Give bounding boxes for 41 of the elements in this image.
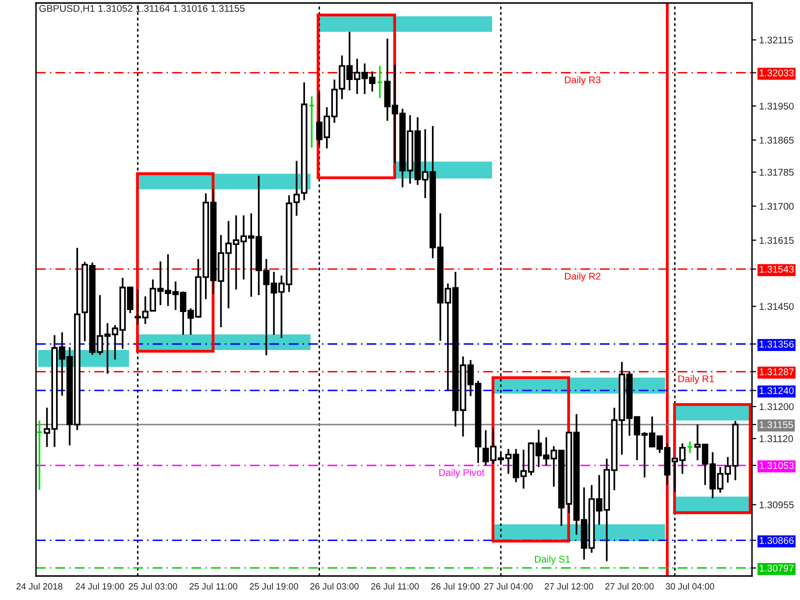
y-tick-label: 1.31287 [760, 368, 794, 376]
candlestick [308, 96, 315, 148]
y-tick-label: 1.31950 [760, 102, 794, 110]
x-tick-label: 26 Jul 19:00 [431, 582, 480, 590]
ref-line-label: Daily Pivot [439, 468, 484, 478]
y-tick-label: 1.31200 [760, 403, 794, 410]
y-tick-label: 1.31240 [760, 387, 794, 394]
ref-line-label: Daily R2 [564, 272, 600, 282]
y-tick-label: 1.31053 [760, 462, 794, 470]
candlestick [376, 65, 383, 99]
x-tick-label: 24 Jul 2018 [16, 582, 62, 590]
y-tick-label: 1.32033 [760, 69, 794, 76]
y-tick-label: 1.30866 [760, 537, 794, 544]
x-tick-label: 30 Jul 04:00 [666, 582, 714, 590]
x-tick-label: 27 Jul 04:00 [484, 582, 533, 590]
y-tick-label: 1.30797 [760, 564, 794, 572]
y-tick-label: 1.31865 [760, 136, 794, 144]
x-tick-label: 27 Jul 20:00 [605, 582, 654, 590]
y-tick-label: 1.31785 [760, 168, 794, 176]
ref-line-label: Daily R3 [564, 76, 600, 86]
y-tick-label: 1.31615 [760, 236, 794, 244]
x-tick-label: 26 Jul 11:00 [371, 582, 419, 590]
ref-line-label: Daily R1 [678, 375, 714, 384]
y-tick-label: 1.31155 [760, 421, 793, 428]
x-tick-label: 27 Jul 12:00 [544, 582, 594, 590]
y-tick-label: 1.31543 [760, 266, 794, 273]
chart-title: GBPUSD,H1 1.31052 1.31164 1.31016 1.31155 [39, 4, 245, 14]
candlestick [36, 420, 43, 491]
x-tick-label: 24 Jul 19:00 [76, 582, 124, 590]
x-tick-label: 25 Jul 11:00 [190, 582, 238, 590]
y-tick-label: 1.30955 [760, 501, 794, 508]
y-tick-label: 1.31356 [760, 340, 794, 348]
y-tick-label: 1.32115 [760, 36, 793, 44]
ref-line-label: Daily S1 [534, 555, 570, 565]
y-tick-label: 1.31120 [760, 435, 793, 442]
y-tick-label: 1.31450 [760, 303, 794, 310]
x-tick-label: 26 Jul 03:00 [310, 582, 359, 590]
x-tick-label: 25 Jul 19:00 [250, 582, 298, 590]
x-tick-label: 25 Jul 03:00 [128, 582, 178, 590]
candlestick [686, 440, 694, 454]
y-tick-label: 1.31700 [760, 202, 794, 210]
